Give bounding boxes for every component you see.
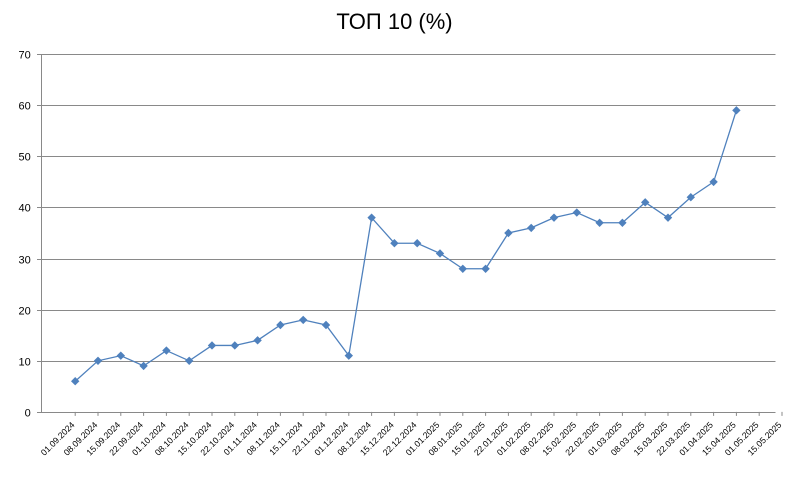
svg-text:30: 30 [19,255,31,267]
svg-text:60: 60 [19,101,31,113]
svg-text:20: 20 [19,306,31,318]
svg-text:50: 50 [19,152,31,164]
svg-text:10: 10 [19,357,31,369]
svg-text:0: 0 [25,408,31,420]
svg-text:40: 40 [19,203,31,215]
svg-text:70: 70 [19,50,31,62]
